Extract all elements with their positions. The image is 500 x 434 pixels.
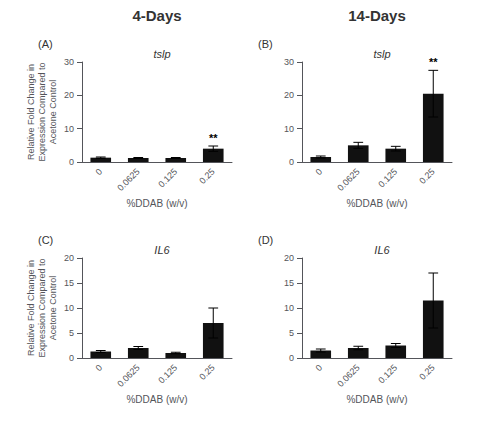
svg-text:%DDAB (w/v): %DDAB (w/v) [346, 198, 407, 209]
svg-text:0.0625: 0.0625 [335, 166, 362, 193]
svg-text:tslp: tslp [373, 48, 390, 60]
svg-text:10: 10 [64, 124, 74, 134]
svg-text:5: 5 [289, 328, 294, 338]
svg-text:0: 0 [289, 353, 294, 363]
svg-text:0: 0 [94, 166, 105, 177]
svg-text:0: 0 [69, 353, 74, 363]
svg-text:%DDAB (w/v): %DDAB (w/v) [126, 198, 187, 209]
svg-text:(D): (D) [258, 234, 273, 246]
svg-text:0.0625: 0.0625 [115, 166, 142, 193]
svg-text:4-Days: 4-Days [132, 7, 181, 24]
svg-text:0.0625: 0.0625 [115, 362, 142, 389]
svg-text:30: 30 [284, 57, 294, 67]
svg-text:10: 10 [284, 303, 294, 313]
svg-text:Acetone Control: Acetone Control [48, 276, 58, 341]
svg-text:IL6: IL6 [154, 244, 170, 256]
svg-text:**: ** [429, 56, 438, 68]
svg-text:0.125: 0.125 [156, 362, 179, 385]
svg-text:IL6: IL6 [374, 244, 390, 256]
svg-text:0.25: 0.25 [417, 362, 436, 381]
svg-text:20: 20 [284, 253, 294, 263]
svg-text:20: 20 [64, 253, 74, 263]
svg-text:30: 30 [64, 57, 74, 67]
svg-text:14-Days: 14-Days [348, 7, 406, 24]
svg-text:0: 0 [289, 157, 294, 167]
svg-text:0: 0 [69, 157, 74, 167]
svg-text:(C): (C) [38, 234, 53, 246]
svg-text:20: 20 [284, 90, 294, 100]
svg-text:Acetone Control: Acetone Control [48, 80, 58, 145]
svg-text:0.125: 0.125 [376, 362, 399, 385]
svg-text:15: 15 [284, 278, 294, 288]
svg-text:%DDAB (w/v): %DDAB (w/v) [346, 394, 407, 405]
svg-text:Relative Fold Change in: Relative Fold Change in [26, 64, 36, 160]
svg-text:10: 10 [64, 303, 74, 313]
svg-text:0.25: 0.25 [197, 166, 216, 185]
svg-text:0.25: 0.25 [417, 166, 436, 185]
svg-text:20: 20 [64, 90, 74, 100]
svg-text:15: 15 [64, 278, 74, 288]
svg-text:5: 5 [69, 328, 74, 338]
svg-text:0.125: 0.125 [156, 166, 179, 189]
svg-text:0.25: 0.25 [197, 362, 216, 381]
svg-text:(B): (B) [258, 38, 273, 50]
svg-text:0: 0 [314, 166, 325, 177]
svg-text:Expression Compared to: Expression Compared to [37, 62, 47, 161]
svg-text:10: 10 [284, 124, 294, 134]
svg-text:tslp: tslp [153, 48, 170, 60]
svg-text:0.0625: 0.0625 [335, 362, 362, 389]
svg-text:0: 0 [314, 362, 325, 373]
svg-text:0.125: 0.125 [376, 166, 399, 189]
svg-text:Relative Fold Change in: Relative Fold Change in [26, 260, 36, 356]
svg-text:%DDAB (w/v): %DDAB (w/v) [126, 394, 187, 405]
svg-text:(A): (A) [38, 38, 53, 50]
svg-text:Expression Compared to: Expression Compared to [37, 258, 47, 357]
svg-text:**: ** [209, 132, 218, 144]
svg-text:0: 0 [94, 362, 105, 373]
